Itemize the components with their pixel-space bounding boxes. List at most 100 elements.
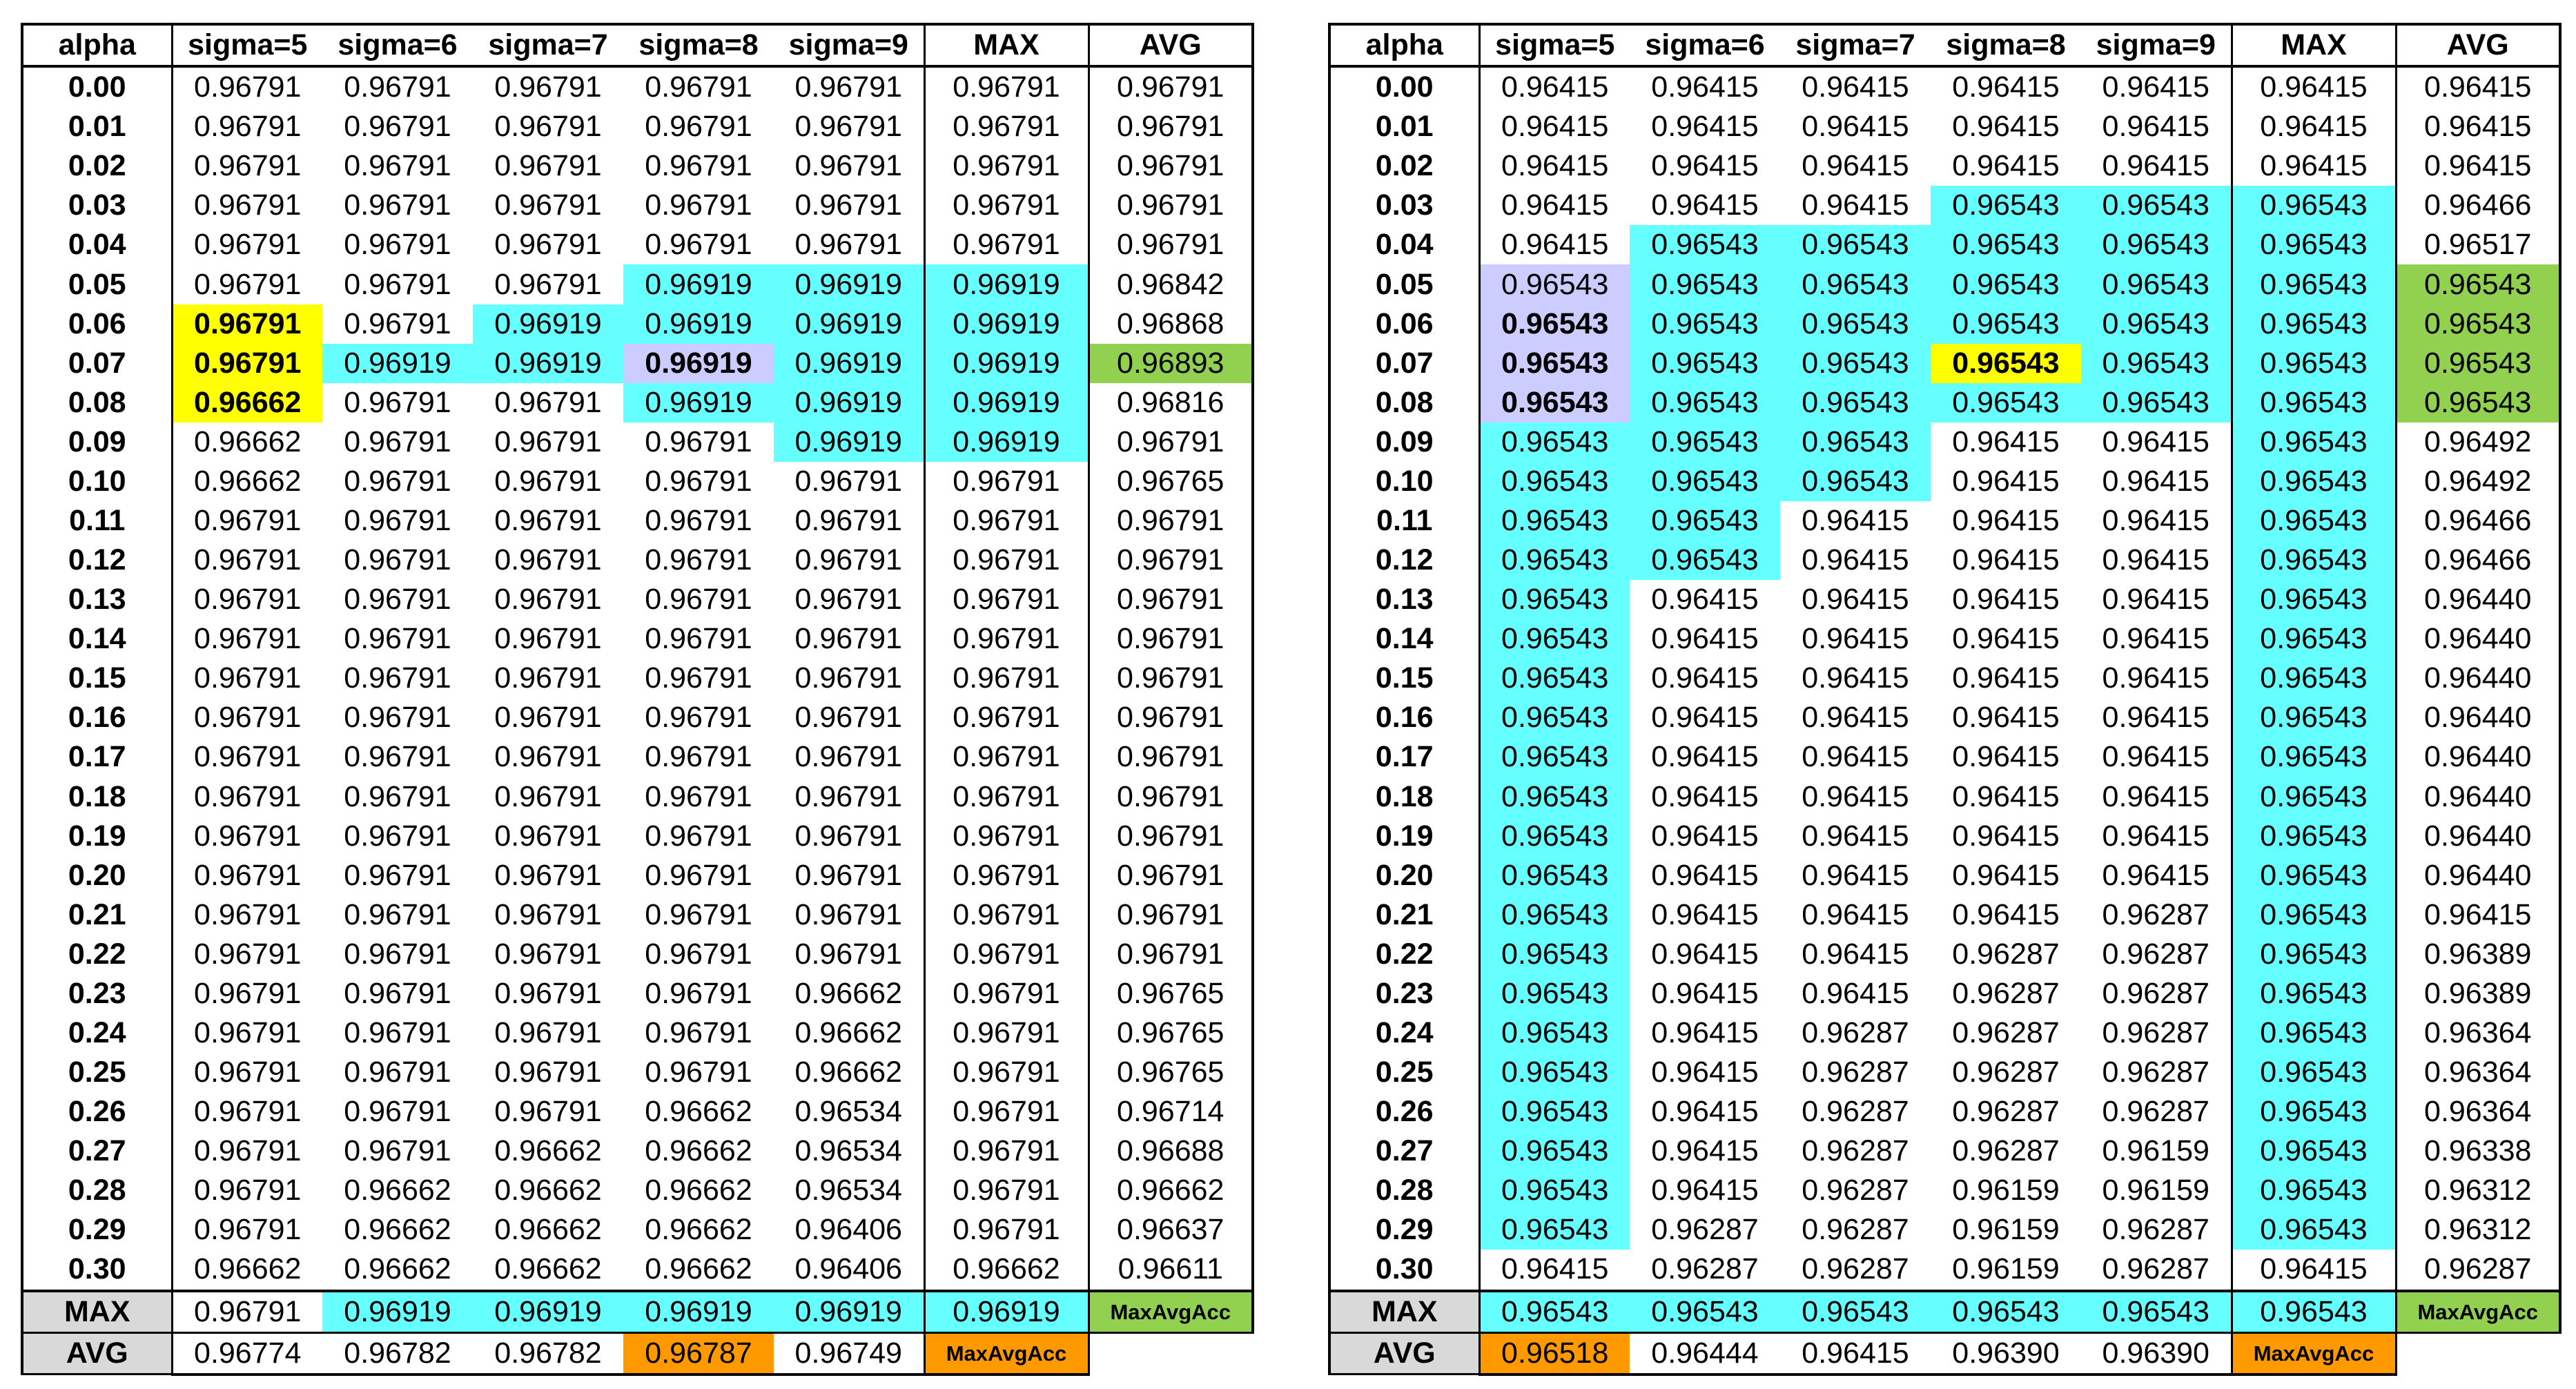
- value-cell: 0.96543: [1479, 461, 1630, 501]
- value-cell: 0.96415: [1802, 661, 1909, 695]
- value-cell: 0.96543: [1780, 343, 1931, 383]
- column-header: sigma=5: [172, 22, 322, 68]
- max-cell: 0.96415: [2232, 1250, 2397, 1292]
- max-cell: 0.96791: [924, 225, 1090, 265]
- value-cell: 0.96543: [2081, 382, 2233, 422]
- table-row: 0.04 0.96415 0.96543 0.96543 0.96543 0.96543 0…: [1328, 225, 2562, 265]
- avg-cell: 0.96791: [1089, 816, 1254, 856]
- value-cell: 0.96543: [1780, 461, 1931, 501]
- value-cell: 0.96543: [1630, 501, 1780, 541]
- value-cell: 0.96287: [1802, 1134, 1909, 1168]
- value-cell: 0.96791: [344, 110, 451, 144]
- max-cell: 0.96543: [2232, 264, 2397, 304]
- max-avg-acc-label: MaxAvgAcc: [924, 1332, 1090, 1376]
- value-cell: 0.96791: [645, 464, 752, 498]
- value-cell: 0.96791: [494, 1016, 602, 1049]
- table-row: 0.22 0.96543 0.96415 0.96415 0.96287 0.96287 0…: [1328, 934, 2562, 974]
- avg-cell: 0.96440: [2396, 698, 2562, 738]
- value-cell: 0.96791: [494, 740, 602, 774]
- value-cell: 0.96791: [194, 149, 302, 183]
- value-cell: 0.96662: [473, 1250, 623, 1292]
- value-cell: 0.96791: [194, 976, 302, 1010]
- value-cell: 0.96406: [774, 1210, 926, 1250]
- avg-cell: 0.96440: [2396, 777, 2562, 817]
- value-cell: 0.96791: [344, 425, 451, 458]
- table-row: 0.13 0.96791 0.96791 0.96791 0.96791 0.96791 0…: [21, 580, 1254, 620]
- value-cell: 0.96791: [344, 543, 451, 577]
- alpha-value: 0.03: [21, 186, 173, 226]
- value-cell: 0.96791: [494, 188, 602, 222]
- column-header: sigma=9: [2081, 22, 2233, 68]
- value-cell: 0.96159: [1931, 1250, 2081, 1292]
- value-cell: 0.96791: [494, 819, 602, 853]
- avg-cell: 0.96543: [2396, 264, 2562, 304]
- value-cell: 0.96543: [1479, 382, 1630, 422]
- value-cell: 0.96919: [623, 264, 774, 304]
- value-cell: 0.96159: [1952, 1213, 2060, 1247]
- table-row: 0.24 0.96791 0.96791 0.96791 0.96791 0.96662 0…: [21, 1013, 1254, 1053]
- alpha-value: 0.10: [1328, 461, 1481, 501]
- value-cell: 0.96543: [1479, 264, 1630, 304]
- value-cell: 0.96791: [645, 779, 752, 813]
- avg-cell: 0.96765: [1089, 1053, 1254, 1093]
- value-cell: 0.96662: [344, 1213, 451, 1247]
- avg-cell: 0.96688: [1089, 1131, 1254, 1172]
- max-cell: 0.96543: [2232, 895, 2397, 935]
- value-cell: 0.96791: [645, 661, 752, 695]
- table-row: 0.24 0.96543 0.96415 0.96287 0.96287 0.96287 0…: [1328, 1013, 2562, 1053]
- avg-cell: 0.96364: [2396, 1013, 2562, 1053]
- column-header: alpha: [21, 22, 173, 68]
- max-cell: 0.96543: [2232, 541, 2397, 581]
- max-cell: 0.96791: [924, 777, 1090, 817]
- avg-cell: 0.96389: [2396, 934, 2562, 974]
- value-cell: 0.96543: [1479, 343, 1630, 383]
- max-cell: 0.96543: [2232, 1131, 2397, 1172]
- value-cell: 0.96287: [1630, 1250, 1780, 1292]
- avg-cell: 0.96492: [2396, 461, 2562, 501]
- max-row: MAX 0.96543 0.96543 0.96543 0.96543 0.96543 0.…: [1328, 1290, 2562, 1334]
- value-cell: 0.96543: [1931, 382, 2081, 422]
- value-cell: 0.96791: [494, 897, 602, 931]
- value-cell: 0.96791: [774, 619, 926, 659]
- alpha-value: 0.13: [21, 580, 173, 620]
- value-cell: 0.96787: [623, 1332, 774, 1376]
- avg-cell: 0.96662: [1089, 1171, 1254, 1211]
- value-cell: 0.96543: [2081, 343, 2233, 383]
- value-cell: 0.96791: [645, 188, 752, 222]
- value-cell: 0.96543: [1630, 461, 1780, 501]
- avg-cell: 0.96842: [1089, 264, 1254, 304]
- table-body: 0.00 0.96415 0.96415 0.96415 0.96415 0.96415 0…: [1328, 66, 2562, 1376]
- value-cell: 0.96415: [1952, 897, 2060, 931]
- value-cell: 0.96543: [1780, 264, 1931, 304]
- alpha-value: 0.17: [1328, 737, 1481, 777]
- value-cell: 0.96791: [645, 1056, 752, 1089]
- table-row: 0.17 0.96543 0.96415 0.96415 0.96415 0.96415 0…: [1328, 737, 2562, 777]
- value-cell: 0.96415: [2081, 816, 2233, 856]
- avg-cell: 0.96791: [1089, 619, 1254, 659]
- max-cell: 0.96543: [2232, 737, 2397, 777]
- avg-cell: 0.96415: [2396, 66, 2562, 108]
- avg-cell: 0.96492: [2396, 422, 2562, 462]
- empty-cell: [2396, 1332, 2560, 1375]
- value-cell: 0.96287: [1780, 1250, 1931, 1292]
- max-cell: 0.96791: [924, 659, 1090, 699]
- value-cell: 0.96791: [494, 385, 602, 419]
- value-cell: 0.96287: [1952, 1056, 2060, 1089]
- table-row: 0.02 0.96415 0.96415 0.96415 0.96415 0.96415 0…: [1328, 146, 2562, 186]
- value-cell: 0.96791: [774, 855, 926, 895]
- value-cell: 0.96791: [774, 698, 926, 738]
- table-row: 0.10 0.96662 0.96791 0.96791 0.96791 0.96791 0…: [21, 461, 1254, 501]
- value-cell: 0.96791: [344, 70, 451, 104]
- alpha-value: 0.18: [1328, 777, 1481, 817]
- alpha-value: 0.20: [21, 855, 173, 895]
- value-cell: 0.96415: [2081, 461, 2233, 501]
- value-cell: 0.96791: [194, 1134, 302, 1168]
- max-cell: 0.96919: [924, 1290, 1090, 1334]
- value-cell: 0.96791: [494, 464, 602, 498]
- value-cell: 0.96415: [1802, 779, 1909, 813]
- value-cell: 0.96791: [645, 149, 752, 183]
- value-cell: 0.96791: [494, 976, 602, 1010]
- value-cell: 0.96919: [322, 343, 473, 383]
- value-cell: 0.96791: [344, 897, 451, 931]
- value-cell: 0.96415: [1501, 70, 1609, 104]
